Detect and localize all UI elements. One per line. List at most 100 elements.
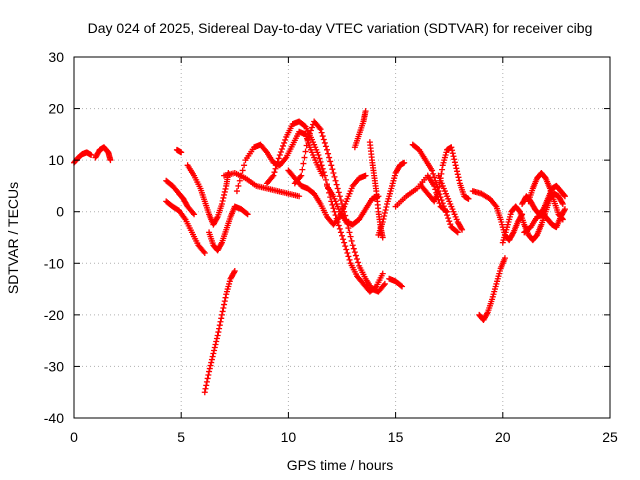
data-point	[239, 167, 246, 174]
data-point	[208, 359, 215, 366]
data-point	[333, 181, 340, 188]
data-point	[319, 133, 326, 140]
data-point	[243, 210, 250, 217]
data-point	[444, 212, 451, 219]
data-point	[437, 194, 444, 201]
plot-frame	[73, 56, 611, 419]
data-point	[447, 221, 454, 228]
data-point	[207, 362, 214, 369]
data-point	[218, 200, 225, 207]
data-point	[306, 130, 313, 137]
data-point	[455, 174, 462, 181]
data-point	[509, 230, 516, 237]
data-point	[453, 228, 460, 235]
data-point	[297, 173, 304, 180]
data-point	[351, 249, 358, 256]
data-point	[347, 233, 354, 240]
data-point	[381, 210, 388, 217]
data-point	[454, 229, 461, 236]
data-point	[561, 207, 568, 214]
data-point	[559, 200, 566, 207]
data-point	[330, 170, 337, 177]
y-tick-label: -20	[44, 307, 64, 323]
data-point	[399, 283, 406, 290]
data-point	[465, 195, 472, 202]
data-point	[442, 209, 449, 216]
data-point	[451, 159, 458, 166]
data-point	[344, 249, 351, 256]
data-point	[561, 206, 568, 213]
data-point	[354, 255, 361, 262]
data-point	[209, 353, 216, 360]
data-point	[233, 188, 240, 195]
data-point	[452, 162, 459, 169]
data-point	[221, 191, 228, 198]
data-point	[321, 139, 328, 146]
data-point	[282, 155, 289, 162]
data-point	[318, 129, 325, 136]
data-point	[362, 172, 369, 179]
data-point	[317, 158, 324, 165]
data-point	[484, 310, 491, 317]
data-point	[438, 197, 445, 204]
data-point	[335, 189, 342, 196]
data-point	[206, 365, 213, 372]
data-point	[322, 176, 329, 183]
data-point	[379, 219, 386, 226]
data-point	[330, 205, 337, 212]
x-tick-label: 25	[602, 429, 618, 445]
data-point	[213, 215, 220, 222]
data-point	[329, 201, 336, 208]
data-point	[241, 162, 248, 169]
data-point	[326, 154, 333, 161]
data-point	[342, 243, 349, 250]
data-point	[308, 124, 315, 131]
data-point	[301, 122, 308, 129]
data-point	[328, 162, 335, 169]
data-point	[238, 172, 245, 179]
data-point	[397, 282, 404, 289]
data-point	[269, 173, 276, 180]
data-point	[430, 170, 437, 177]
data-point	[201, 249, 208, 256]
data-point	[379, 270, 386, 277]
data-point	[348, 237, 355, 244]
data-point	[218, 315, 225, 322]
data-point	[449, 150, 456, 157]
data-point	[282, 136, 289, 143]
data-point	[345, 225, 352, 232]
data-point	[439, 166, 446, 173]
data-point	[191, 211, 198, 218]
data-point	[448, 144, 455, 151]
data-point	[381, 280, 388, 287]
data-point	[278, 145, 285, 152]
data-point	[222, 294, 229, 301]
data-point	[327, 158, 334, 165]
data-point	[221, 298, 228, 305]
data-point	[203, 378, 210, 385]
data-point	[214, 332, 221, 339]
data-point	[501, 255, 508, 262]
data-point	[559, 199, 566, 206]
data-point	[336, 193, 343, 200]
data-point	[331, 208, 338, 215]
data-point	[341, 239, 348, 246]
data-point	[439, 200, 446, 207]
data-point	[459, 226, 466, 233]
data-point	[213, 338, 220, 345]
data-point	[277, 148, 284, 155]
data-point	[335, 222, 342, 229]
data-point	[219, 197, 226, 204]
data-point	[383, 203, 390, 210]
data-point	[304, 136, 311, 143]
data-point	[329, 166, 336, 173]
x-tick-label: 10	[281, 429, 297, 445]
data-point	[205, 372, 212, 379]
y-tick-label: -40	[44, 410, 64, 426]
data-point	[349, 242, 356, 249]
data-point	[202, 385, 209, 392]
data-point	[201, 389, 208, 396]
data-point	[445, 215, 452, 222]
data-point	[218, 311, 225, 318]
